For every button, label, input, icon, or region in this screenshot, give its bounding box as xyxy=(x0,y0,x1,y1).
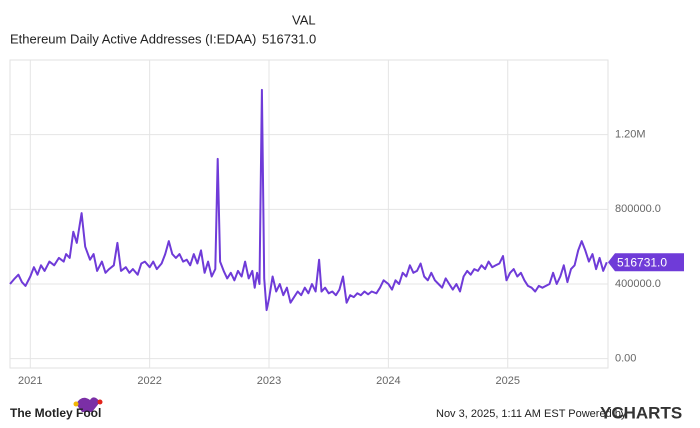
y-tick-label: 0.00 xyxy=(615,353,636,365)
legend-name: Ethereum Daily Active Addresses (I:EDAA) xyxy=(10,31,256,46)
value-flag-label: 516731.0 xyxy=(617,255,667,269)
x-tick-label: 2022 xyxy=(137,375,161,387)
y-tick-label: 800000.0 xyxy=(615,203,661,215)
value-flag xyxy=(608,253,684,272)
legend-value: 516731.0 xyxy=(262,31,316,46)
source: The Motley Fool xyxy=(10,406,101,420)
x-tick-label: 2021 xyxy=(18,375,42,387)
x-tick-label: 2024 xyxy=(376,375,400,387)
series-line xyxy=(9,88,608,312)
y-tick-label: 1.20M xyxy=(615,129,646,141)
y-tick-label: 400000.0 xyxy=(615,278,661,290)
x-tick-label: 2023 xyxy=(257,375,281,387)
motley-fool-logo xyxy=(73,397,103,412)
x-tick-label: 2025 xyxy=(495,375,519,387)
timestamp: Nov 3, 2025, 1:11 AM EST Powered by xyxy=(436,408,627,420)
legend-header: VAL xyxy=(292,12,316,27)
plot-frame xyxy=(9,59,609,369)
brand: YCHARTS xyxy=(600,403,682,422)
